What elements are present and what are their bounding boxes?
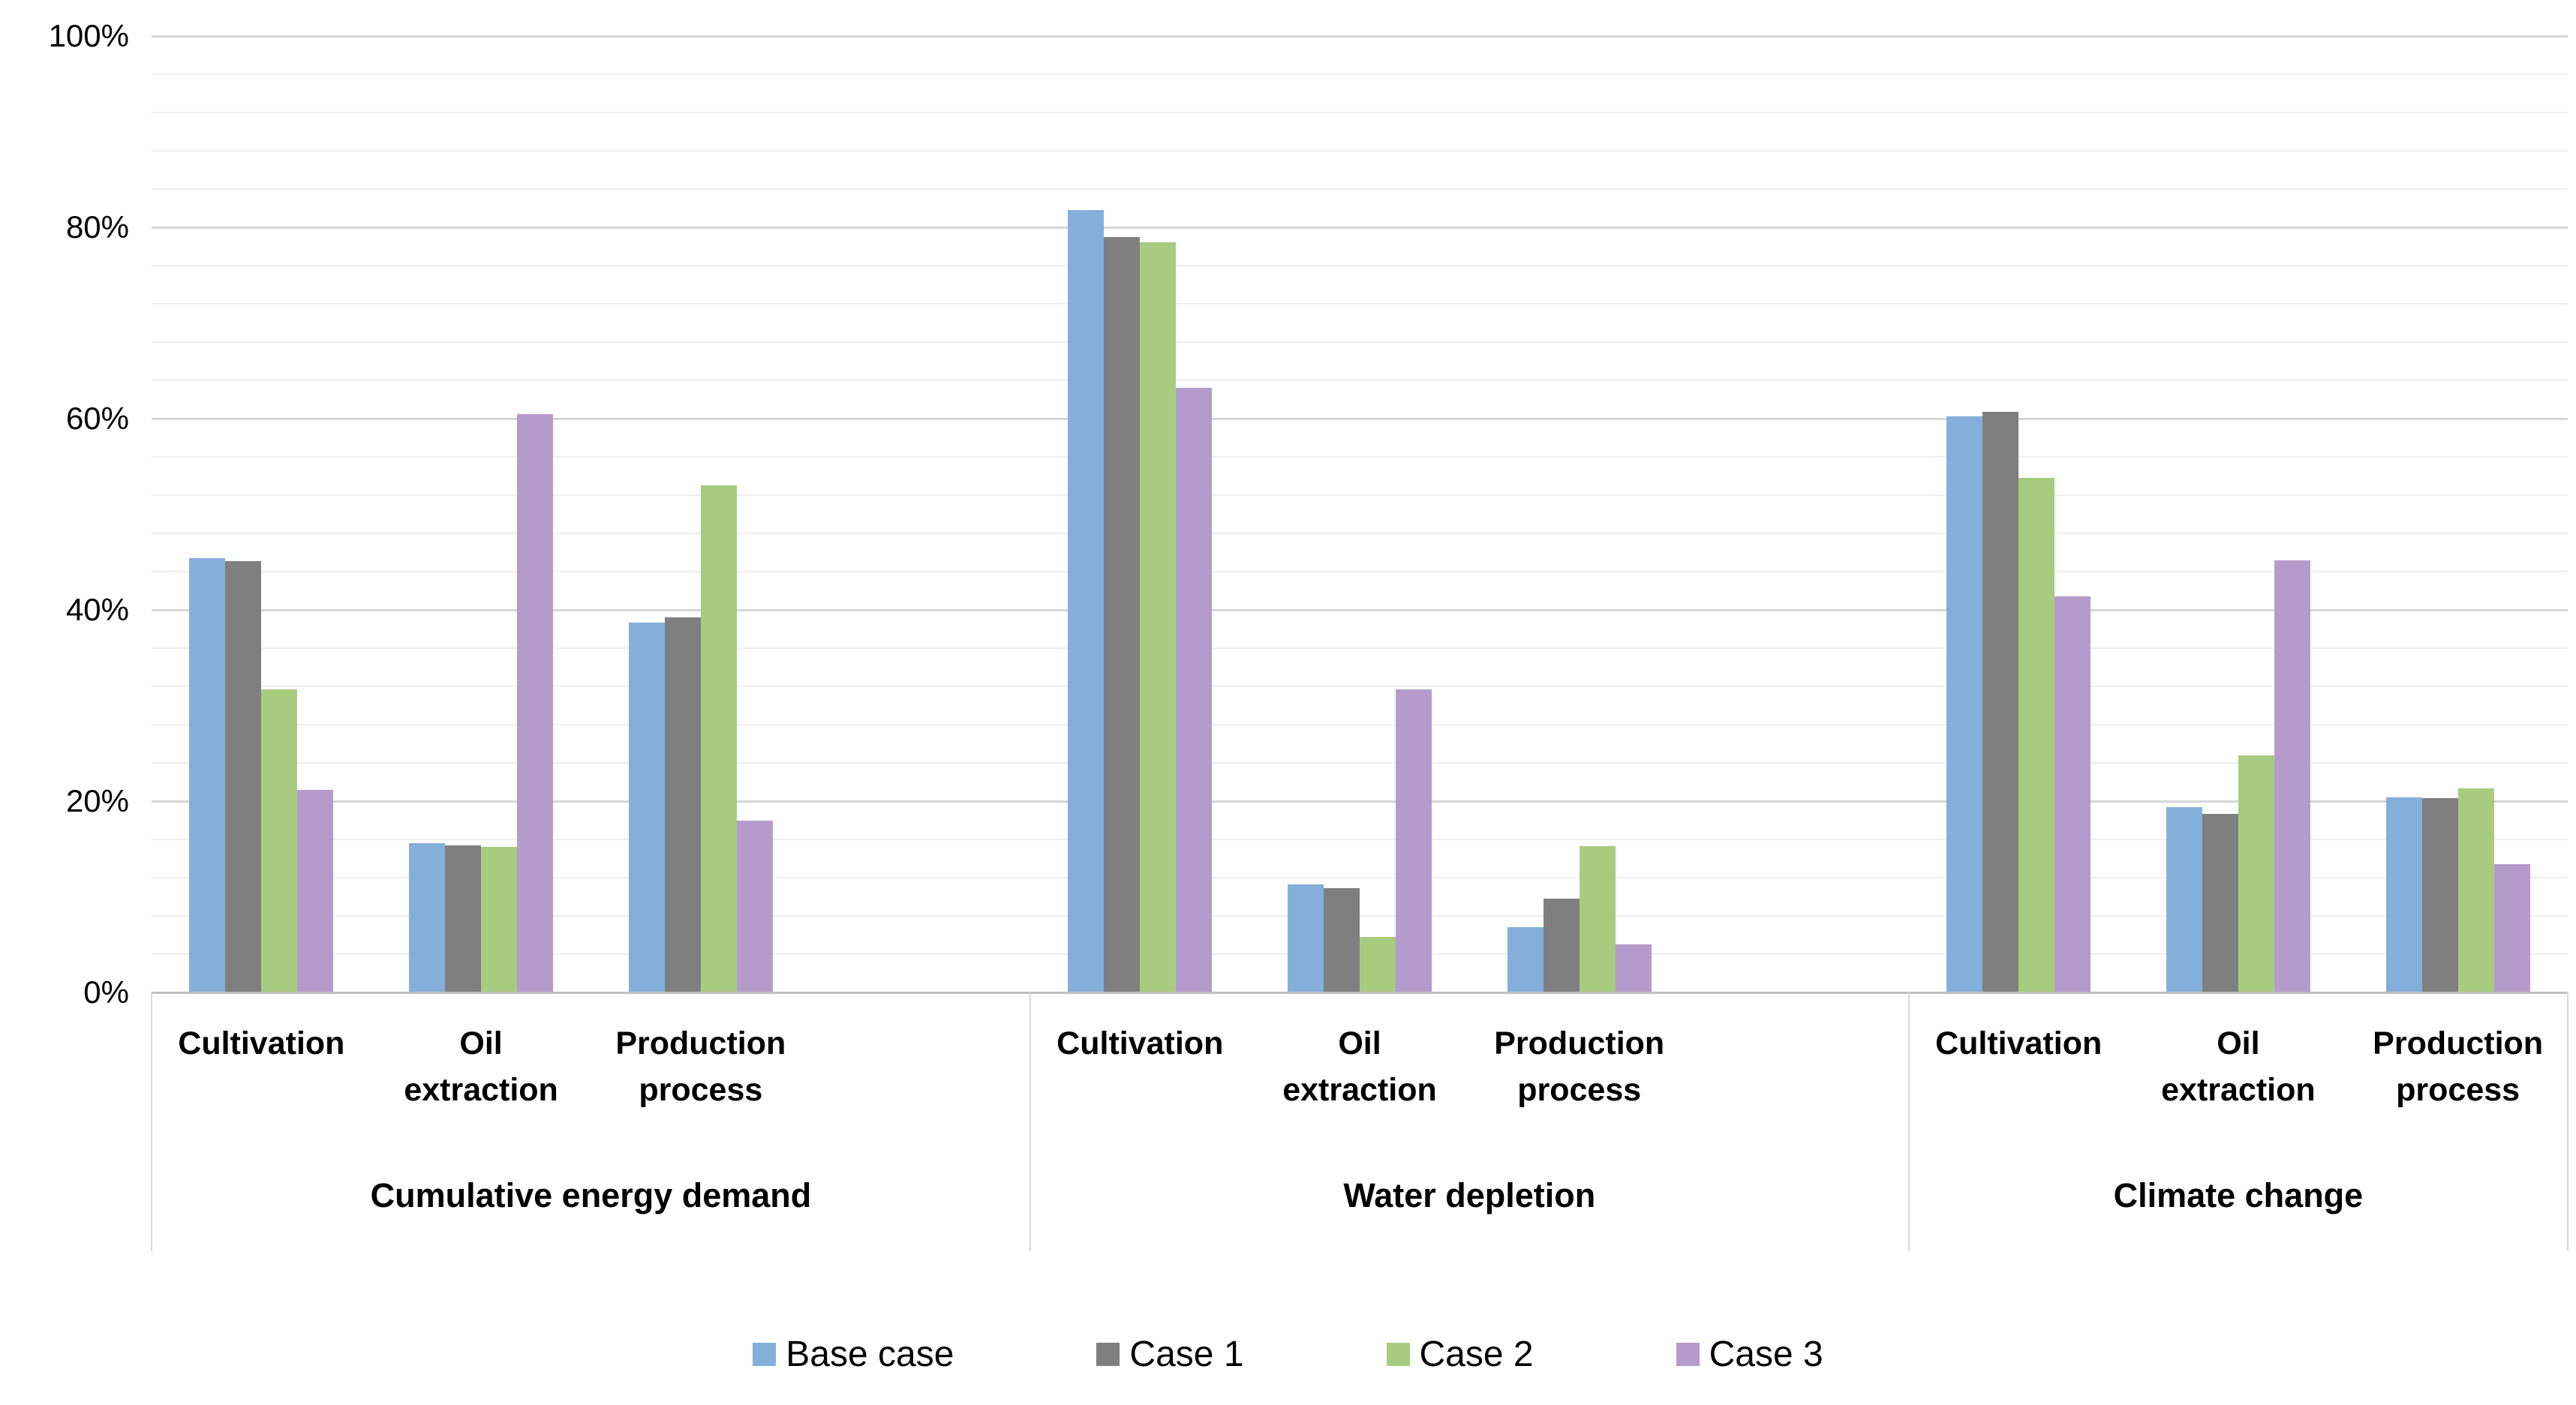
gridline-minor xyxy=(152,456,2568,458)
group-separator-line xyxy=(2567,992,2568,1251)
gridline-major xyxy=(152,227,2568,229)
x-axis-line xyxy=(152,992,2568,994)
category-label: Cultivation xyxy=(1057,1025,1224,1061)
legend-item-case-1: Case 1 xyxy=(1096,1334,1244,1375)
bar-case-1 xyxy=(1543,899,1580,992)
group-separator-line xyxy=(1907,992,1910,1251)
gridline-minor xyxy=(152,112,2568,113)
bar-base-case xyxy=(2166,806,2202,992)
gridline-minor xyxy=(152,303,2568,305)
bar-base-case xyxy=(1946,416,1983,992)
bar-case-2 xyxy=(481,847,518,992)
gridline-minor xyxy=(152,915,2568,917)
bar-case-1 xyxy=(2202,813,2238,992)
legend-swatch-case-3 xyxy=(1676,1343,1700,1366)
y-axis-tick-label: 100% xyxy=(48,18,129,53)
gridline-major xyxy=(152,418,2568,420)
legend-label-case-3: Case 3 xyxy=(1709,1334,1823,1374)
gridline-minor xyxy=(152,571,2568,572)
gridline-minor xyxy=(152,877,2568,878)
legend-label-base-case: Base case xyxy=(786,1334,954,1374)
bar-base-case xyxy=(409,843,446,992)
bar-case-3 xyxy=(1396,689,1432,992)
legend-label-case-2: Case 2 xyxy=(1419,1334,1534,1374)
bar-case-1 xyxy=(2421,798,2458,992)
category-label: Oil extraction xyxy=(1282,1025,1437,1108)
category-label: Oil extraction xyxy=(2161,1025,2316,1108)
gridline-major xyxy=(152,35,2568,38)
gridline-minor xyxy=(152,762,2568,764)
gridline-minor xyxy=(152,265,2568,266)
y-axis-tick-label: 80% xyxy=(65,209,129,245)
bar-case-2 xyxy=(700,485,737,992)
gridline-minor xyxy=(152,380,2568,381)
group-separator-line xyxy=(1029,992,1031,1251)
bar-base-case xyxy=(1068,210,1105,992)
gridline-minor xyxy=(152,188,2568,190)
legend-label-case-1: Case 1 xyxy=(1129,1334,1244,1374)
bar-case-1 xyxy=(1324,888,1360,992)
legend-swatch-case-2 xyxy=(1386,1343,1410,1366)
bar-base-case xyxy=(2385,797,2422,992)
gridline-minor xyxy=(152,647,2568,649)
bar-case-2 xyxy=(1579,845,1616,992)
bar-case-2 xyxy=(1360,937,1396,992)
legend-swatch-base-case xyxy=(753,1343,777,1366)
bar-case-3 xyxy=(517,413,554,992)
gridline-major xyxy=(152,609,2568,611)
bar-case-2 xyxy=(1140,242,1177,992)
group-label: Water depletion xyxy=(1343,1176,1596,1214)
bar-case-2 xyxy=(2238,755,2274,992)
gridline-minor xyxy=(152,533,2568,534)
bar-base-case xyxy=(189,558,226,992)
category-label: Cultivation xyxy=(1935,1025,2103,1061)
bar-case-3 xyxy=(297,789,334,992)
y-axis-tick-label: 0% xyxy=(83,974,129,1010)
category-label: Production process xyxy=(615,1025,786,1108)
group-label: Climate change xyxy=(2113,1176,2364,1214)
bar-case-1 xyxy=(1104,236,1141,992)
y-axis-tick-label: 60% xyxy=(65,401,129,436)
bar-base-case xyxy=(1507,927,1543,992)
bar-base-case xyxy=(1288,884,1324,992)
gridline-minor xyxy=(152,724,2568,725)
legend-item-base-case: Base case xyxy=(753,1334,954,1375)
bar-case-3 xyxy=(2274,560,2310,992)
bar-case-3 xyxy=(1176,388,1213,992)
bar-base-case xyxy=(628,622,665,992)
bar-case-1 xyxy=(445,845,482,992)
group-label: Cumulative energy demand xyxy=(370,1176,812,1214)
bar-case-3 xyxy=(1615,944,1652,992)
gridline-major xyxy=(152,800,2568,803)
bar-case-1 xyxy=(1982,412,2019,992)
bar-case-1 xyxy=(664,617,701,992)
category-label: Production process xyxy=(1494,1025,1665,1108)
gridline-minor xyxy=(152,839,2568,840)
y-axis-tick-label: 20% xyxy=(65,783,129,818)
bar-case-3 xyxy=(2493,864,2530,992)
category-label: Production process xyxy=(2373,1025,2544,1108)
bar-case-1 xyxy=(225,560,262,992)
group-separator-line xyxy=(151,992,152,1251)
legend-swatch-case-1 xyxy=(1096,1343,1120,1366)
gridline-minor xyxy=(152,341,2568,343)
gridline-minor xyxy=(152,150,2568,152)
bar-case-3 xyxy=(736,820,773,992)
legend: Base case Case 1 Case 2 Case 3 xyxy=(0,1334,2576,1375)
legend-item-case-3: Case 3 xyxy=(1676,1334,1823,1375)
gridline-minor xyxy=(152,494,2568,496)
bar-case-2 xyxy=(261,689,298,992)
gridline-minor xyxy=(152,74,2568,75)
category-label: Cultivation xyxy=(178,1025,345,1061)
gridline-minor xyxy=(152,686,2568,687)
y-axis-tick-label: 40% xyxy=(65,592,129,627)
legend-item-case-2: Case 2 xyxy=(1386,1334,1534,1375)
bar-case-2 xyxy=(2018,478,2055,992)
category-label: Oil extraction xyxy=(404,1025,558,1108)
bar-case-2 xyxy=(2457,788,2494,992)
bar-case-3 xyxy=(2054,596,2091,992)
